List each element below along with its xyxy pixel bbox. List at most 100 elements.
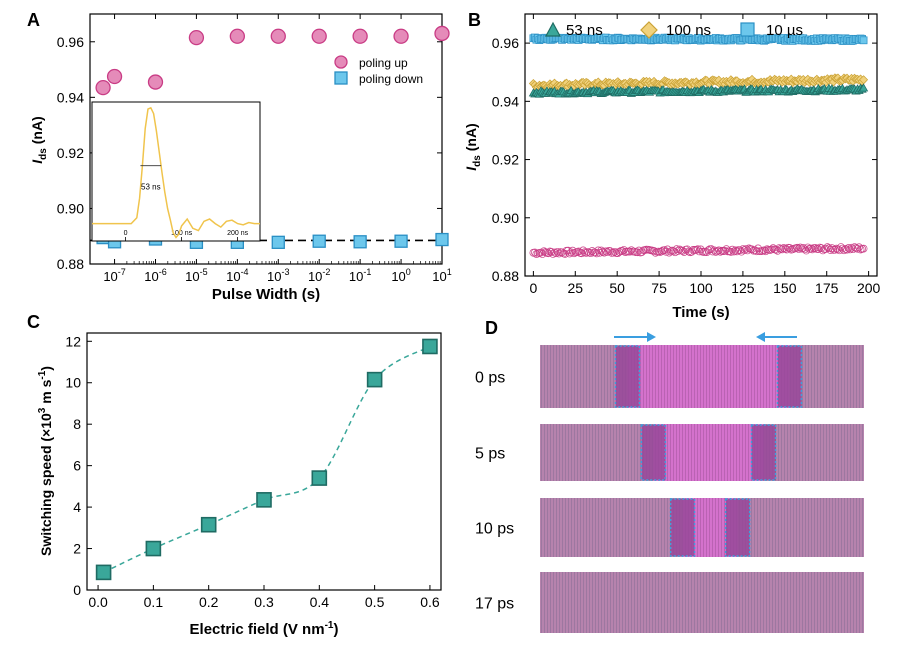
panel-b-frame [524,13,878,277]
panel-b-ytick-label: 0.88 [492,268,519,284]
panel-b-point [838,244,847,253]
panel-a-point-poling-up [352,28,368,44]
panel-b-point [714,246,723,255]
panel-b-point [531,248,539,257]
panel-b-ytick-label: 0.96 [492,35,519,51]
panel-b-xtick-label: 25 [567,280,583,296]
panel-a-point-poling-up [147,74,164,90]
inset-pulse-line [92,106,260,239]
panel-c-ytick-label: 4 [73,499,81,515]
panel-c-point [366,371,383,388]
inset-xtick-label: 0 [124,230,128,237]
panel-b-point [680,248,689,256]
panel-b-point [806,244,815,253]
panel-a-point-poling-up [229,28,245,44]
md-domain-wall [725,499,750,556]
panel-b-chart: 0.88 0.90 0.92 0.94 0.96 0 25 50 75 100 125 150 175… [463,13,881,321]
panel-b-ylabel-unit: (nA) [463,123,479,155]
panel-b-point [603,248,612,256]
md-domain-wall-box [776,345,803,408]
panel-b-point [552,249,560,258]
inset-xtick-label: 200 ns [227,230,249,237]
panel-b-point [781,244,790,253]
legend-label-10us: 10 µs [766,22,803,39]
panel-a-xtick-label: 10-2 [308,267,330,284]
panel-c-xlabel: Electric field (V nm-1) [190,620,339,638]
legend-label-53ns: 53 ns [566,22,603,39]
panel-a-point-poling-up [270,28,286,44]
inset-frame [91,101,261,242]
md-strip-0: 0 ps [475,345,864,408]
panel-letter-d: D [485,318,498,338]
md-domain-wall-box [614,345,641,408]
panel-a-ylabel-unit: (nA) [29,116,45,148]
panel-b-point [549,250,557,258]
panel-b-point [803,243,812,252]
panel-b-point [565,249,574,258]
panel-c-chart: 0 2 4 6 8 10 12 0.0 0.1 0.2 0.3 0.4 0.5 0.6 Electric… [37,332,442,638]
panel-b-ylabel-sub: ds [472,155,483,167]
panel-b-point [598,248,607,256]
panel-b-point [852,244,860,252]
panel-a-ytick-label: 0.88 [57,256,84,272]
panel-b-point [856,245,865,254]
legend-marker-100ns [640,21,658,39]
panel-letter-a: A [27,10,40,30]
panel-a-xtick-label: 10-7 [103,267,125,284]
panel-b-point [541,248,550,257]
panel-b-point [859,36,868,45]
panel-c-point [145,540,162,557]
legend-label-100ns: 100 ns [666,22,711,39]
panel-c-xtick-label: 0.5 [365,594,385,610]
panel-a-chart: 0.88 0.90 0.92 0.94 0.96 10-7 10-6 10-5 10-4 10-… [29,13,452,303]
md-strip-3: 17 ps [475,572,864,633]
panel-b-point [731,246,740,255]
panel-b-point [713,247,722,255]
panel-b-point [728,245,737,254]
panel-b-point [553,247,562,256]
legend-marker-poling-down [334,71,348,85]
panel-b-point [567,248,575,257]
panel-b-xtick-label: 175 [815,280,839,296]
panel-b-point [650,247,658,255]
panel-a-ytick-label: 0.96 [57,34,84,50]
panel-a-legend: poling up poling down [334,55,423,86]
panel-b-xtick-label: 50 [609,280,625,296]
panel-b-xtick-label: 75 [651,280,667,296]
panel-b-point [788,245,797,254]
panel-b-point [745,244,753,253]
panel-c-xtick-label: 0.3 [254,594,274,610]
panel-a-xtick-label: 100 [391,267,410,284]
legend-marker-53ns [544,21,562,37]
panel-c-xlabel-main: Electric field (V nm [190,621,325,638]
panel-b-point [580,248,589,257]
panel-b-point [600,248,609,257]
panel-b-point [674,247,682,255]
panel-b-point [847,243,856,252]
panel-a-point-poling-up [188,29,205,46]
panel-c-ylabel: Switching speed (×103 m s-1) [37,366,54,556]
panel-c-xlabel-end: ) [333,621,338,638]
panel-c-frame [86,332,442,591]
panel-c-xtick-label: 0.0 [88,594,108,610]
panel-a-point-poling-up [311,28,327,44]
legend-marker-10us [740,22,755,37]
panel-a-point-poling-up [95,79,111,96]
panel-b-point [662,247,670,256]
md-domain-wall-box [669,498,696,557]
panel-a-point-poling-down [394,234,408,248]
panel-a-xlabel: Pulse Width (s) [212,286,320,303]
panel-b-point [841,245,850,253]
md-domain-wall [641,425,666,480]
panel-b-point [660,246,669,254]
panel-a-ytick-label: 0.92 [57,145,84,161]
panel-letter-b: B [468,10,481,30]
panel-b-xtick-label: 0 [529,280,537,296]
panel-b-point [859,244,868,253]
panel-b-point [695,247,704,256]
panel-b-point [849,245,857,254]
legend-marker-poling-up [334,55,348,69]
panel-b-point [760,246,768,255]
panel-a-point-poling-up [434,25,450,42]
